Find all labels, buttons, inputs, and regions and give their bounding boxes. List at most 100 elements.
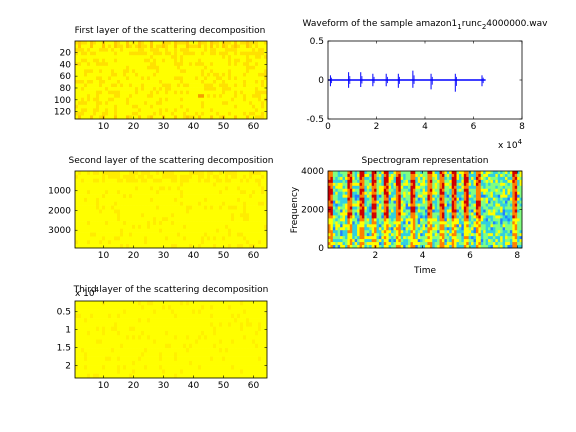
scatter2-cell [138,236,142,241]
spectrogram-cell [378,245,382,249]
spectrogram-cell [347,245,351,249]
panel-waveform: Waveform of the sample amazon11runc24000… [303,19,549,151]
scatter1-cell [225,69,229,74]
scatter1-cell [96,104,100,109]
scatter2-cell [138,178,142,183]
spectrogram-cell [359,224,363,228]
scatter1-cell [159,51,163,56]
spectrogram-cell [400,212,404,216]
scatter2-cell [144,240,148,245]
scatter2-cell [180,174,184,179]
spectrogram-cell [374,209,377,213]
scatter1-cell [165,44,169,49]
spectrogram-cell [388,218,392,222]
scatter2-cell [147,201,151,206]
spectrogram-cell [473,191,477,195]
scatter2-cell [183,205,187,210]
scatter2-cell [99,186,103,191]
spectrogram-cell [386,173,389,178]
spectrogram-cell [400,206,404,210]
spectrogram-cell [335,245,338,249]
scatter1-cell [111,51,115,56]
scatter1-cell [93,90,97,95]
spectrogram-cell [405,179,409,184]
scatter1-cell [201,115,205,120]
scatter2-cell [234,209,238,214]
spectrogram-cell [449,233,452,237]
scatter1-cell [156,115,160,120]
scatter1-cell [102,97,106,102]
spectrogram-cell [461,182,465,187]
scatter1-cell [96,41,100,45]
spectrogram-cell [395,239,399,243]
scatter1-cell [198,108,202,113]
scatter1-cell [213,58,217,63]
spectrogram-cell [458,233,462,237]
spectrogram-cell [417,185,421,190]
spectrogram-cell [378,176,382,181]
spectrogram-cell [509,206,513,210]
scatter1-cell [81,104,85,109]
scatter1-cell [162,97,166,102]
spectrogram-cell [461,179,465,184]
spectrogram-cell [405,171,409,175]
scatter2-cell [198,178,202,183]
scatter2-cell [111,236,115,241]
scatter1-cell [114,65,118,70]
scatter2-cell [246,186,250,191]
scatter2-cell [111,197,115,203]
scatter1-cell [108,87,112,91]
scatter2-cell [186,174,190,179]
spectrogram-cell [400,245,404,249]
scatter2-cell [129,244,133,249]
spectrogram-cell [466,173,469,178]
scatter2-cell [135,171,139,176]
scatter2-cell [255,171,259,176]
spectrogram-cell [383,179,387,184]
spectrogram-cell [417,206,421,210]
spectrogram-cell [354,209,358,213]
spectrogram-cell [475,185,479,190]
spectrogram-cell [412,221,416,225]
scatter1-cell [81,87,85,91]
scatter1-cell [243,111,247,116]
scatter1-cell [186,83,190,88]
scatter1-cell [216,69,220,74]
spectrogram-cell [364,197,368,201]
scatter2-cell [219,178,223,183]
scatter1-cell [213,101,217,106]
scatter1-cell [240,41,244,45]
scatter2-cell [156,171,160,176]
spectrogram-cell [412,185,416,190]
spectrogram-cell [461,224,465,228]
scatter1-cell [165,69,169,74]
spectrogram-cell [361,194,365,198]
scatter1-ytick-label: 40 [60,60,72,70]
scatter2-cell [183,182,187,187]
scatter3-cell [84,301,88,306]
scatter1-cell [192,90,196,95]
scatter1-cell [87,58,91,63]
spectrogram-cell [434,185,438,190]
spectrogram-cell [332,212,336,216]
spectrogram-cell [330,230,334,234]
scatter2-cell [195,228,199,233]
scatter2-cell [222,174,226,179]
spectrogram-cell [473,182,477,187]
scatter1-cell [261,108,265,113]
scatter1-cell [225,55,229,60]
scatter1-cell [147,51,151,56]
scatter1-cell [207,111,211,116]
spectrogram-cell [497,176,501,181]
scatter2-cell [189,236,193,241]
spectrogram-cell [444,182,448,187]
scatter2-cell [123,224,127,230]
scatter3-cell [150,301,154,306]
scatter1-cell [171,94,175,99]
spectrogram-cell [361,233,365,237]
spectrogram-cell [378,188,382,193]
scatter2-cell [237,201,241,206]
spectrogram-cell [335,236,338,240]
scatter2-cell [225,213,229,218]
spectrogram-cell [478,215,482,219]
